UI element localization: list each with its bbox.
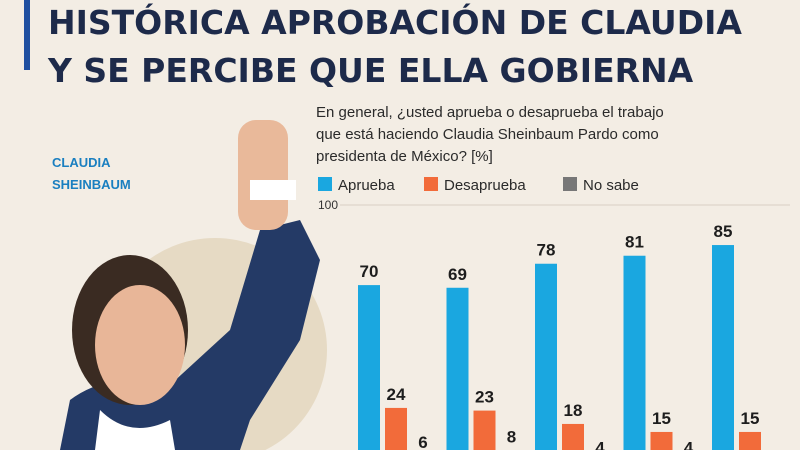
bar	[358, 285, 380, 450]
value-label: 24	[387, 385, 406, 404]
bar	[712, 245, 734, 450]
value-label: 23	[475, 388, 494, 407]
bar	[446, 287, 469, 450]
bar	[623, 255, 646, 450]
bar	[562, 423, 584, 450]
value-label: 4	[595, 438, 605, 450]
legend-label: No sabe	[583, 177, 639, 194]
question-line: que está haciendo Claudia Sheinbaum Pard…	[316, 126, 659, 143]
legend-swatch	[318, 177, 332, 191]
legend-swatch	[563, 177, 577, 191]
question-line: En general, ¿usted aprueba o desaprueba …	[316, 104, 664, 121]
legend-swatch	[424, 177, 438, 191]
bar	[473, 410, 496, 450]
y-tick-label: 100	[318, 198, 338, 212]
value-label: 69	[448, 265, 467, 284]
value-label: 70	[360, 262, 379, 281]
legend-label: Desaprueba	[444, 177, 526, 194]
person-label: CLAUDIA	[52, 155, 111, 170]
value-label: 4	[684, 438, 694, 450]
value-label: 78	[537, 241, 556, 260]
value-label: 15	[741, 409, 760, 428]
bar	[535, 263, 557, 450]
bar	[385, 407, 407, 450]
legend-label: Aprueba	[338, 177, 395, 194]
value-label: 6	[418, 433, 427, 450]
person-label: SHEINBAUM	[52, 177, 131, 192]
bar	[650, 431, 673, 450]
title-line: Y SE PERCIBE QUE ELLA GOBIERNA	[47, 51, 694, 90]
value-label: 85	[714, 222, 733, 241]
bar	[739, 431, 761, 450]
value-label: 18	[564, 401, 583, 420]
title-line: HISTÓRICA APROBACIÓN DE CLAUDIA	[48, 2, 742, 42]
title-accent	[24, 0, 30, 70]
photo	[60, 120, 327, 450]
value-label: 81	[625, 233, 644, 252]
value-label: 15	[652, 409, 671, 428]
question-line: presidenta de México? [%]	[316, 148, 493, 165]
value-label: 8	[507, 428, 516, 447]
